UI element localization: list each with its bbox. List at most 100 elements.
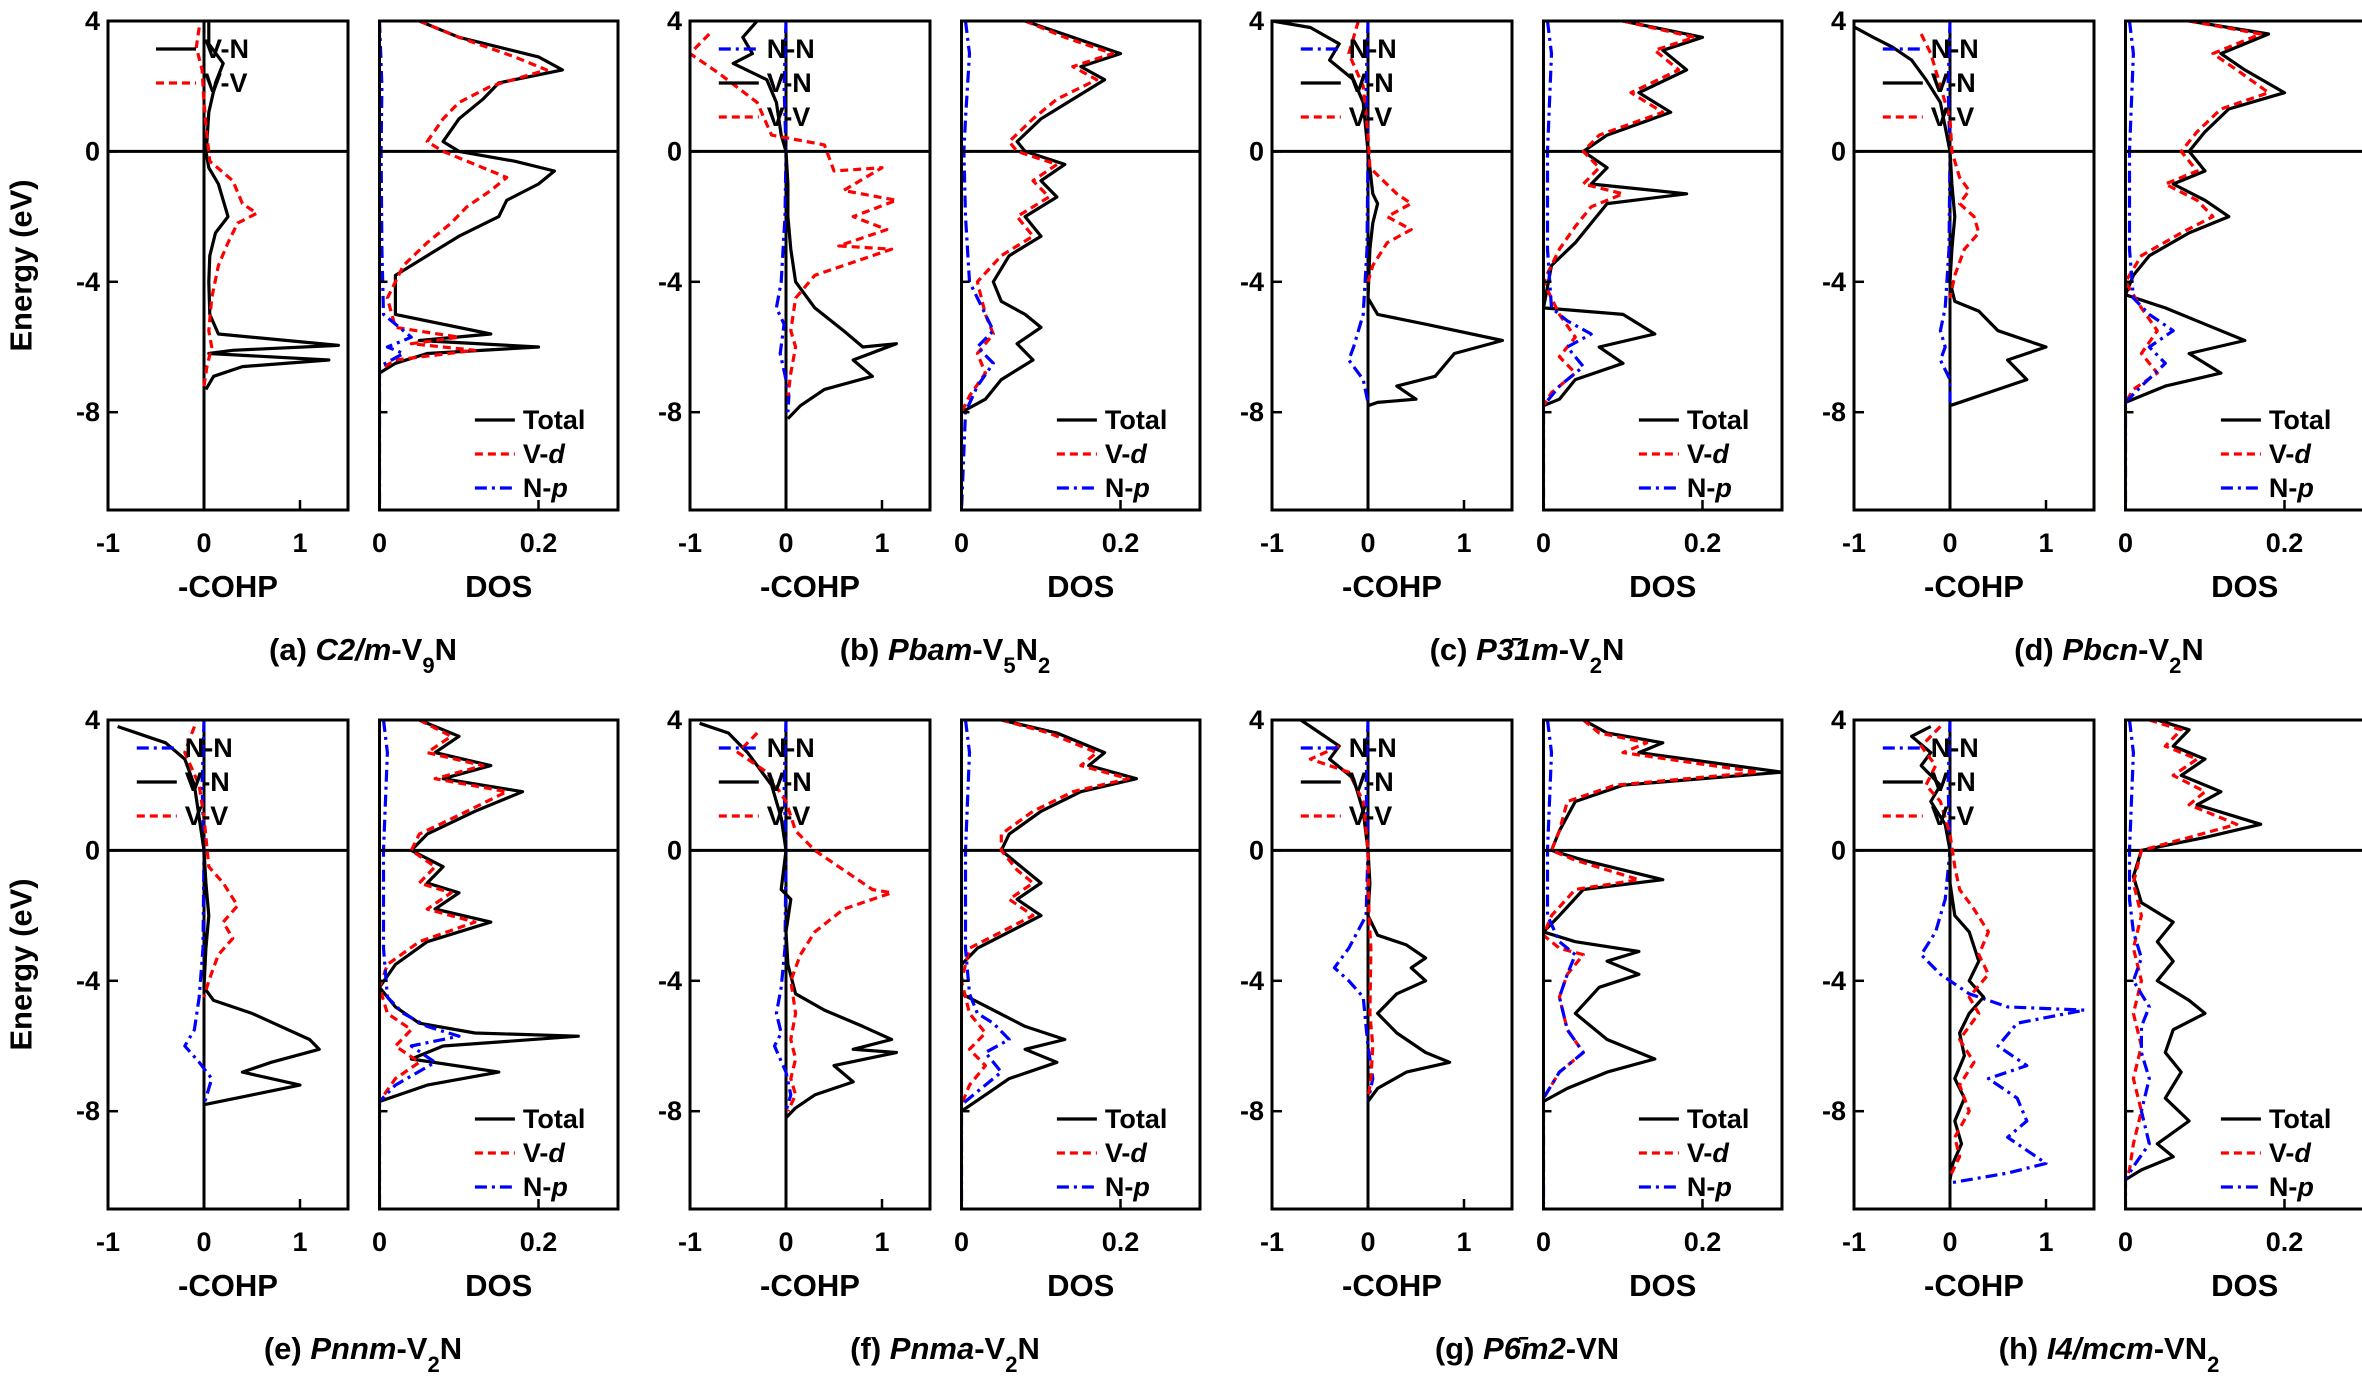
- series-cohp-v-v: [1919, 33, 1981, 299]
- x-tick-label: 1: [1456, 528, 1471, 558]
- legend-label-n-p: N-p: [1105, 1172, 1150, 1202]
- plot-frame: [378, 718, 620, 1211]
- series-dos-total: [961, 21, 1123, 414]
- legend-label-v-d: V-d: [1105, 439, 1148, 469]
- panel-d: -1 0 1 -COHP 4 0 -4 -8 N-N V-N V-V 0 0.2 DOS Total V-d N…: [1822, 6, 2362, 678]
- series-cohp-v-n: [1272, 21, 1504, 408]
- cohp-xlabel: -COHP: [760, 1268, 860, 1303]
- series-cohp-n-n: [183, 720, 214, 1106]
- x-tick-label: 0: [1942, 528, 1957, 558]
- cohp-legend: N-N V-N V-V: [136, 733, 233, 831]
- legend-label-v-n: V-N: [1931, 68, 1976, 98]
- x-tick-label: 1: [292, 1227, 307, 1257]
- legend-label-v-d: V-d: [2269, 1138, 2312, 1168]
- x-tick-label: 0.2: [1684, 528, 1722, 558]
- y-tick-label: -4: [658, 267, 682, 297]
- legend-label-v-v: V-V: [204, 68, 248, 98]
- series-dos-v-d: [961, 21, 1115, 413]
- legend-label-total: Total: [2269, 405, 2332, 435]
- x-tick-label: 0: [1536, 1227, 1551, 1257]
- legend-label-v-d: V-d: [2269, 439, 2312, 469]
- legend-label-v-v: V-V: [1349, 102, 1393, 132]
- dos-plot: 0 0.2 DOS Total V-d N-p: [1536, 718, 1784, 1303]
- legend-label-n-n: N-N: [1349, 733, 1397, 763]
- series-cohp-n-n: [1919, 720, 2086, 1185]
- series-cohp-v-v: [194, 27, 259, 387]
- y-tick-label: -8: [1822, 1096, 1846, 1126]
- series-cohp-v-n: [1854, 25, 2048, 408]
- x-tick-label: 0: [1360, 1227, 1375, 1257]
- series-cohp-v-v: [1308, 744, 1375, 1099]
- legend-label-n-p: N-p: [2269, 1172, 2314, 1202]
- y-tick-label: 4: [1249, 705, 1264, 735]
- x-tick-label: 0: [778, 528, 793, 558]
- series-dos-n-p: [379, 720, 461, 1209]
- y-tick-label: -8: [658, 1096, 682, 1126]
- cohp-xlabel: -COHP: [1342, 1268, 1442, 1303]
- legend-label-v-d: V-d: [523, 439, 566, 469]
- x-tick-label: 0: [2118, 1227, 2133, 1257]
- x-tick-label: 0: [196, 1227, 211, 1257]
- x-tick-label: 0: [1360, 528, 1375, 558]
- x-tick-label: -1: [678, 1227, 702, 1257]
- panel-c: -1 0 1 -COHP 4 0 -4 -8 N-N V-N V-V 0 0.2 DOS Total V-d N…: [1240, 6, 1784, 678]
- series-dos-v-d: [379, 720, 509, 1103]
- series-dos-n-p: [2125, 21, 2175, 510]
- series-dos-v-d: [1543, 720, 1760, 1100]
- series-cohp-n-n: [774, 21, 791, 413]
- panel-caption: (c) P3̄1m-V2N: [1430, 632, 1625, 678]
- series-cohp-v-n: [204, 21, 340, 391]
- y-tick-label: -4: [1240, 966, 1264, 996]
- legend-label-n-n: N-N: [767, 733, 815, 763]
- x-tick-label: 1: [2038, 1227, 2053, 1257]
- y-tick-label: 4: [1249, 6, 1264, 36]
- legend-label-v-n: V-N: [767, 767, 812, 797]
- panel-caption: (f) Pnma-V2N: [850, 1331, 1040, 1377]
- x-tick-label: 0: [954, 528, 969, 558]
- plot-frame: [1270, 718, 1514, 1211]
- dos-plot: 0 0.2 DOS Total V-d N-p: [954, 718, 1202, 1303]
- x-tick-label: 0.2: [1102, 528, 1140, 558]
- panel-b: -1 0 1 -COHP 4 0 -4 -8 N-N V-N V-V 0 0.2 DOS Total V-d N…: [658, 6, 1202, 678]
- legend-label-total: Total: [1105, 1104, 1168, 1134]
- legend-label-n-p: N-p: [1687, 1172, 1732, 1202]
- cohp-legend: N-N V-N V-V: [718, 733, 815, 831]
- plot-frame: [688, 19, 932, 512]
- y-axis-label: Energy (eV): [4, 179, 39, 351]
- plot-frame: [1542, 19, 1784, 512]
- y-tick-label: -8: [1822, 397, 1846, 427]
- cohp-plot: -1 0 1 -COHP 4 0 -4 -8 N-N V-N V-V: [1822, 705, 2096, 1303]
- cohp-legend: N-N V-N V-V: [1882, 34, 1979, 132]
- legend-label-v-v: V-V: [767, 102, 811, 132]
- series-dos-total: [2125, 21, 2287, 404]
- dos-plot: 0 0.2 DOS Total V-d N-p: [2118, 19, 2362, 604]
- dos-xlabel: DOS: [1047, 1268, 1114, 1303]
- series-dos-v-d: [379, 21, 549, 372]
- legend-label-v-d: V-d: [1687, 1138, 1730, 1168]
- legend-label-v-v: V-V: [1931, 102, 1975, 132]
- x-tick-label: -1: [96, 1227, 120, 1257]
- legend-label-n-p: N-p: [523, 1172, 568, 1202]
- legend-label-n-n: N-N: [185, 733, 233, 763]
- x-tick-label: 1: [874, 1227, 889, 1257]
- x-tick-label: 0: [372, 1227, 387, 1257]
- x-tick-label: 1: [292, 528, 307, 558]
- dos-plot: 0 0.2 DOS Total V-d N-p: [2118, 718, 2362, 1303]
- dos-legend: Total V-d N-p: [474, 1104, 585, 1202]
- series-cohp-v-v: [736, 731, 894, 1112]
- y-tick-label: 4: [85, 705, 100, 735]
- panel-h: -1 0 1 -COHP 4 0 -4 -8 N-N V-N V-V 0 0.2 DOS Total V-d N…: [1822, 705, 2362, 1377]
- cohp-xlabel: -COHP: [178, 569, 278, 604]
- x-tick-label: 0: [2118, 528, 2133, 558]
- series-dos-v-d: [2125, 21, 2271, 404]
- x-tick-label: -1: [1842, 528, 1866, 558]
- dos-xlabel: DOS: [2211, 569, 2278, 604]
- panel-f: -1 0 1 -COHP 4 0 -4 -8 N-N V-N V-V 0 0.2 DOS Total V-d N…: [658, 705, 1202, 1377]
- y-tick-label: 0: [85, 835, 100, 865]
- cohp-xlabel: -COHP: [178, 1268, 278, 1303]
- plot-frame: [960, 19, 1202, 512]
- x-tick-label: 0.2: [520, 1227, 558, 1257]
- cohp-legend: N-N V-N V-V: [1882, 733, 1979, 831]
- cohp-legend: N-N V-N V-V: [718, 34, 815, 132]
